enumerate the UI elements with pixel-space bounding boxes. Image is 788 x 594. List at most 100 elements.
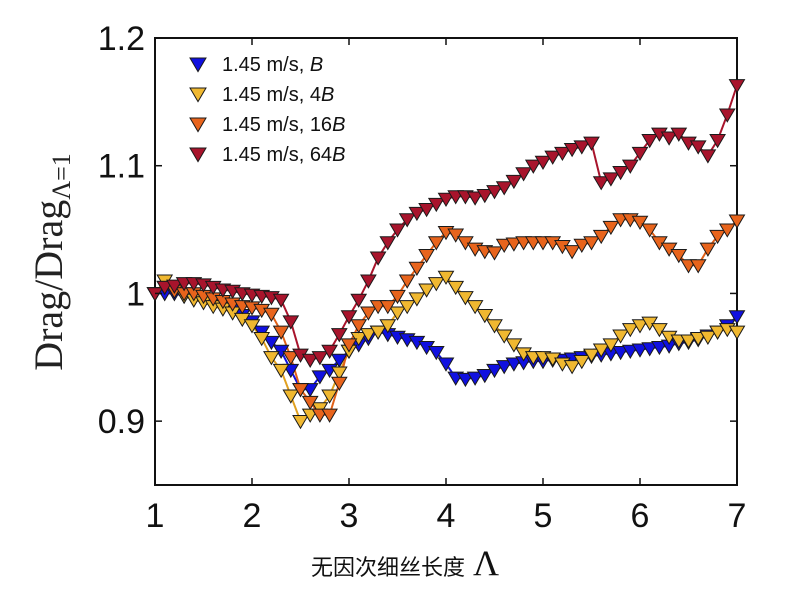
legend-label-plain: 1.45 m/s, 64 — [222, 144, 332, 166]
data-point-series-0 — [330, 353, 348, 368]
data-point-series-1 — [263, 351, 280, 366]
data-point-series-3 — [592, 176, 610, 191]
data-point-series-1 — [466, 300, 484, 315]
legend-label-0: 1.45 m/s, B — [222, 54, 323, 76]
x-axis-label-symbol: Λ — [473, 543, 499, 583]
data-point-series-3 — [524, 159, 542, 174]
data-point-series-3 — [350, 293, 368, 308]
data-point-series-1 — [709, 325, 726, 340]
data-point-series-3 — [166, 279, 183, 294]
data-point-series-1 — [476, 309, 494, 324]
data-point-series-2 — [641, 223, 659, 238]
data-point-series-2 — [689, 259, 707, 274]
data-point-series-2 — [263, 307, 280, 322]
data-point-series-0 — [437, 357, 455, 372]
data-point-series-2 — [592, 229, 610, 245]
legend-marker-1 — [189, 87, 207, 103]
legend-label-plain: 1.45 m/s, 16 — [222, 114, 332, 136]
legend-label-2: 1.45 m/s, 16B — [222, 114, 345, 136]
data-point-series-1 — [437, 270, 455, 285]
data-point-series-0 — [621, 344, 639, 360]
legend-label-italic: B — [321, 84, 334, 106]
legend-marker-0 — [189, 57, 207, 73]
data-point-series-3 — [282, 315, 300, 330]
legend-marker-2 — [189, 117, 207, 133]
data-point-series-1 — [563, 360, 581, 375]
y-axis-label-main: Drag/Drag — [26, 200, 71, 371]
data-point-series-3 — [670, 127, 688, 142]
data-point-series-1 — [699, 330, 717, 345]
data-point-series-3 — [602, 172, 620, 187]
data-point-series-3 — [311, 351, 329, 366]
data-point-series-2 — [447, 228, 465, 243]
data-point-series-3 — [621, 159, 639, 174]
x-tick-label: 5 — [534, 497, 553, 535]
data-point-series-3 — [660, 131, 678, 146]
legend-marker-3 — [189, 147, 207, 163]
data-point-series-1 — [505, 338, 523, 353]
data-point-series-1 — [418, 283, 435, 298]
data-point-series-1 — [612, 329, 629, 344]
data-point-series-3 — [369, 251, 387, 266]
x-axis-label: 无因次细丝长度 Λ — [311, 543, 499, 583]
data-point-series-3 — [544, 150, 562, 165]
data-point-series-1 — [292, 415, 309, 430]
data-point-series-2 — [505, 237, 523, 252]
x-axis-ticks: 1 2 3 4 5 6 7 — [146, 38, 746, 535]
data-point-series-2 — [728, 214, 746, 229]
y-tick-label: 1.1 — [98, 148, 145, 186]
data-point-series-2 — [379, 300, 397, 315]
data-point-series-3 — [437, 192, 455, 208]
data-point-series-1 — [243, 319, 261, 334]
data-point-series-3 — [360, 274, 377, 289]
data-point-series-3 — [641, 134, 659, 149]
data-point-series-3 — [418, 203, 435, 218]
data-point-series-0 — [476, 369, 494, 384]
data-point-series-3 — [301, 353, 319, 368]
x-axis-label-text: 无因次细丝长度 — [311, 556, 465, 581]
data-point-series-3 — [505, 174, 523, 190]
data-point-series-0 — [505, 357, 523, 372]
x-tick-label: 2 — [243, 497, 262, 535]
data-point-series-2 — [427, 236, 445, 251]
data-point-series-2 — [398, 274, 416, 289]
data-point-series-2 — [389, 289, 406, 305]
data-point-series-2 — [360, 306, 377, 321]
data-point-series-3 — [427, 197, 445, 213]
data-point-series-1 — [573, 354, 591, 370]
data-point-series-1 — [728, 325, 746, 340]
data-point-series-2 — [670, 248, 688, 264]
data-point-series-2 — [272, 325, 290, 340]
data-point-series-0 — [612, 346, 629, 361]
data-point-series-3 — [631, 146, 649, 162]
data-point-series-3 — [389, 223, 406, 238]
y-tick-label: 0.9 — [98, 403, 145, 441]
data-point-series-2 — [709, 229, 726, 245]
data-point-series-0 — [457, 372, 474, 388]
legend-label-italic: B — [332, 144, 345, 166]
data-point-series-2 — [699, 242, 717, 257]
data-point-series-0 — [427, 346, 445, 361]
legend-label-plain: 1.45 m/s, 4 — [222, 84, 321, 106]
data-point-series-2 — [495, 238, 513, 254]
data-point-series-1 — [447, 280, 465, 296]
data-point-series-3 — [583, 136, 600, 151]
data-point-series-2 — [321, 408, 338, 423]
data-point-series-2 — [418, 248, 435, 264]
data-point-series-1 — [495, 329, 513, 344]
legend-label-1: 1.45 m/s, 4B — [222, 84, 334, 106]
data-point-series-1 — [457, 291, 474, 306]
data-point-series-3 — [408, 206, 426, 222]
data-point-series-1 — [330, 366, 348, 381]
data-point-series-1 — [389, 306, 406, 321]
data-point-series-1 — [369, 325, 387, 340]
data-point-series-3 — [476, 188, 494, 204]
data-point-series-2 — [408, 261, 426, 276]
data-point-series-0 — [728, 310, 746, 325]
data-point-series-1 — [360, 328, 377, 343]
data-point-series-0 — [311, 370, 329, 385]
data-point-series-2 — [330, 376, 348, 391]
data-point-series-2 — [631, 215, 649, 231]
data-point-series-2 — [301, 395, 319, 411]
data-point-series-1 — [272, 363, 290, 379]
